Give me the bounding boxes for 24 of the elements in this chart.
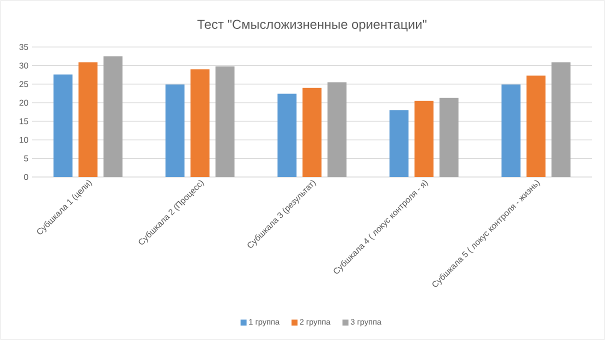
chart-title: Тест "Смысложизненные ориентации" (197, 20, 426, 32)
bar (278, 94, 297, 177)
y-tick-label: 5 (24, 155, 28, 162)
y-tick-label: 10 (20, 136, 28, 143)
bar (302, 88, 322, 177)
y-tick-label: 15 (20, 118, 28, 124)
bar (216, 66, 235, 177)
y-tick-label: 30 (19, 62, 28, 69)
bar (552, 62, 571, 177)
bar (414, 100, 434, 177)
y-tick-label: 0 (24, 174, 28, 180)
bar (166, 84, 184, 177)
bar (502, 84, 521, 177)
bar (526, 76, 546, 177)
bar (54, 74, 72, 177)
bar (190, 69, 210, 177)
y-tick-label: 35 (19, 44, 28, 50)
bar (440, 98, 459, 177)
bar (390, 110, 409, 177)
y-tick-label: 20 (19, 100, 28, 106)
bar (328, 82, 347, 177)
y-tick-label: 25 (19, 81, 28, 88)
bar (104, 56, 122, 177)
bar (78, 62, 98, 177)
